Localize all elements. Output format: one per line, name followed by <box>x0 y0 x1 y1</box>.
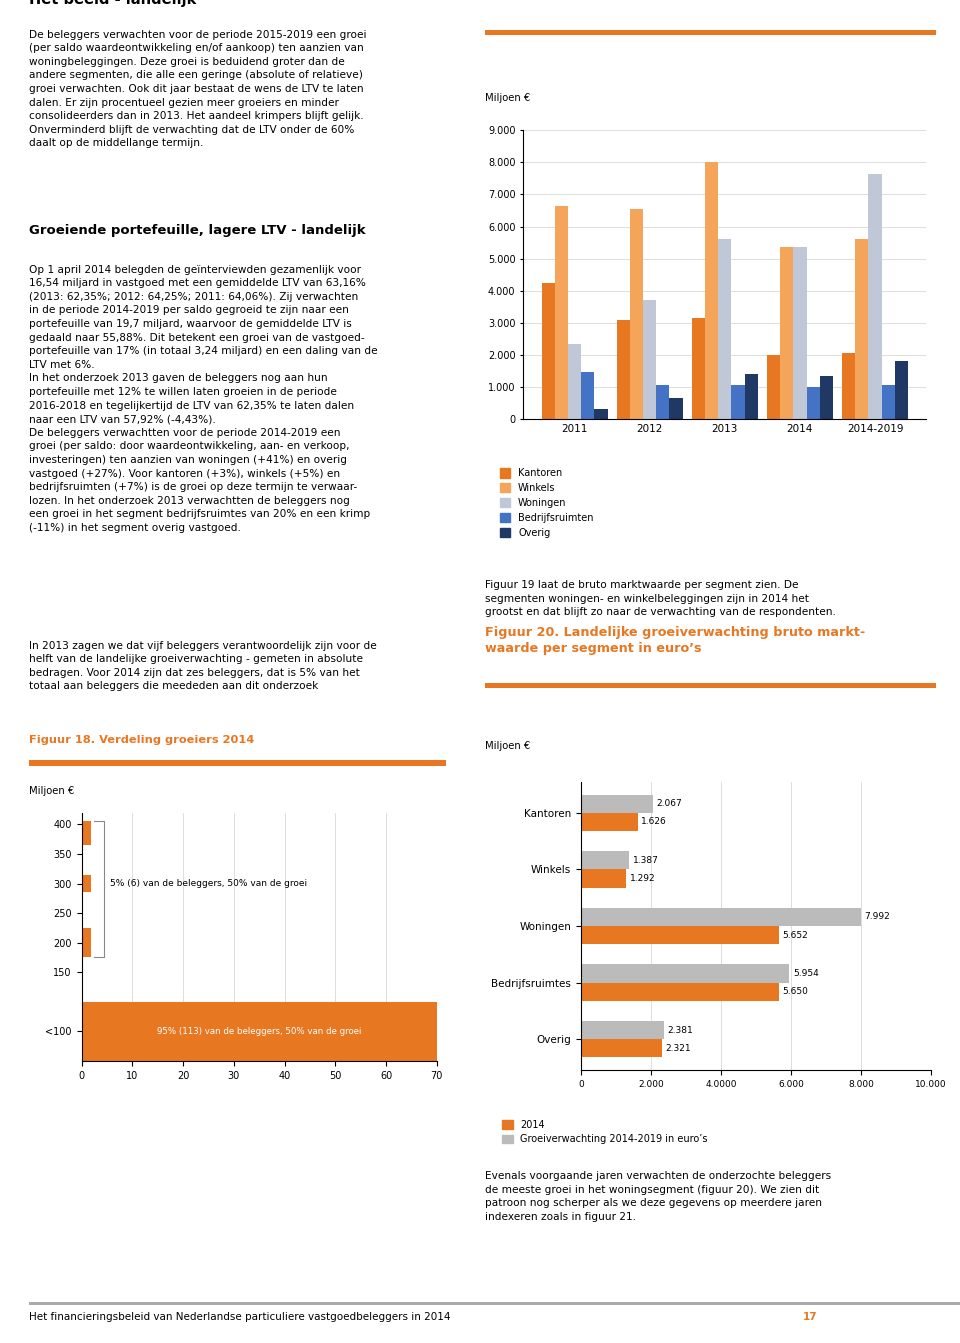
Bar <box>855 239 869 419</box>
Bar <box>767 355 780 419</box>
Text: 7.992: 7.992 <box>864 912 890 921</box>
Text: 5.652: 5.652 <box>782 931 808 940</box>
Bar <box>895 361 908 419</box>
Bar <box>718 239 732 419</box>
Bar <box>581 851 630 869</box>
Bar <box>732 385 745 419</box>
Text: Op 1 april 2014 belegden de geïnterviewden gezamenlijk voor
16,54 miljard in vas: Op 1 april 2014 belegden de geïnterviewd… <box>29 265 377 533</box>
Text: Groeiende portefeuille, lagere LTV - landelijk: Groeiende portefeuille, lagere LTV - lan… <box>29 224 366 238</box>
Text: Evenals voorgaande jaren verwachten de onderzochte beleggers
de meeste groei in : Evenals voorgaande jaren verwachten de o… <box>485 1171 831 1222</box>
Bar <box>581 1039 662 1057</box>
Text: 1.387: 1.387 <box>633 855 659 865</box>
Text: Figuur 20. Landelijke groeiverwachting bruto markt-
waarde per segment in euro’s: Figuur 20. Landelijke groeiverwachting b… <box>485 626 865 655</box>
Bar <box>669 398 683 419</box>
Legend: 2014, Groeiverwachting 2014-2019 in euro’s: 2014, Groeiverwachting 2014-2019 in euro… <box>498 1116 711 1148</box>
Bar <box>780 247 793 419</box>
Bar <box>581 1021 664 1039</box>
Bar <box>594 410 608 419</box>
Text: 1.626: 1.626 <box>641 818 667 826</box>
Bar <box>82 822 91 845</box>
Text: In 2013 zagen we dat vijf beleggers verantwoordelijk zijn voor de
helft van de l: In 2013 zagen we dat vijf beleggers vera… <box>29 641 376 692</box>
Bar <box>581 927 779 944</box>
Bar <box>806 387 820 419</box>
Bar <box>705 163 718 419</box>
Bar <box>541 282 555 419</box>
Text: 17: 17 <box>803 1312 818 1323</box>
Text: Miljoen €: Miljoen € <box>29 786 74 795</box>
Bar <box>643 301 657 419</box>
Bar <box>82 928 91 958</box>
Text: De beleggers verwachten voor de periode 2015-2019 een groei
(per saldo waardeont: De beleggers verwachten voor de periode … <box>29 30 367 148</box>
Text: Miljoen €: Miljoen € <box>485 741 530 751</box>
Bar <box>581 813 637 831</box>
Text: 2.067: 2.067 <box>657 799 683 808</box>
Bar <box>692 318 705 419</box>
Text: Het financieringsbeleid van Nederlandse particuliere vastgoedbeleggers in 2014: Het financieringsbeleid van Nederlandse … <box>29 1312 457 1323</box>
Bar <box>82 1002 437 1061</box>
Text: Figuur 18. Verdeling groeiers 2014: Figuur 18. Verdeling groeiers 2014 <box>29 735 254 744</box>
Bar <box>793 247 806 419</box>
Text: 1.292: 1.292 <box>630 874 656 882</box>
Text: 5% (6) van de beleggers, 50% van de groei: 5% (6) van de beleggers, 50% van de groe… <box>109 880 306 888</box>
Bar <box>568 344 581 419</box>
Bar <box>555 205 568 419</box>
Bar <box>581 795 653 813</box>
Bar <box>581 964 789 983</box>
Bar <box>630 210 643 419</box>
Text: Figuur 19 laat de bruto marktwaarde per segment zien. De
segmenten woningen- en : Figuur 19 laat de bruto marktwaarde per … <box>485 580 835 618</box>
Bar <box>581 983 779 1001</box>
Text: Het beeld - landelijk: Het beeld - landelijk <box>29 0 196 7</box>
Bar <box>581 372 594 419</box>
Legend: Kantoren, Winkels, Woningen, Bedrijfsruimten, Overig: Kantoren, Winkels, Woningen, Bedrijfsrui… <box>495 465 597 541</box>
Bar <box>657 385 669 419</box>
Bar <box>820 376 833 419</box>
Bar <box>616 320 630 419</box>
Text: 2.321: 2.321 <box>665 1044 691 1053</box>
Bar <box>842 353 855 419</box>
Bar <box>869 173 881 419</box>
Bar <box>881 385 895 419</box>
Text: 2.381: 2.381 <box>668 1026 693 1034</box>
Bar <box>581 869 626 888</box>
Text: Miljoen €: Miljoen € <box>485 93 530 102</box>
Bar <box>581 908 861 927</box>
Text: 95% (113) van de beleggers, 50% van de groei: 95% (113) van de beleggers, 50% van de g… <box>157 1027 361 1035</box>
Text: 5.954: 5.954 <box>793 970 819 978</box>
Text: 5.650: 5.650 <box>782 987 808 997</box>
Bar <box>745 375 757 419</box>
Bar <box>82 874 91 892</box>
